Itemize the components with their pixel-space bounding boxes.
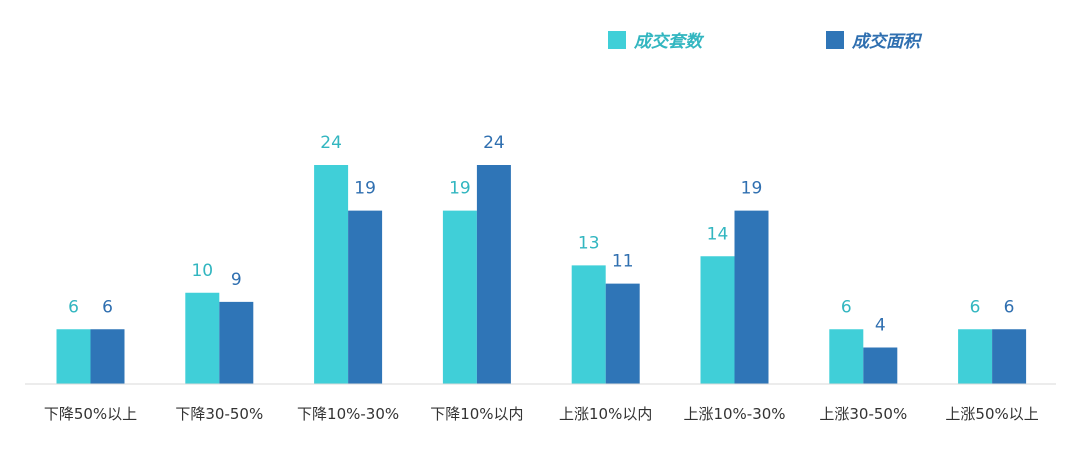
bar-1-5 xyxy=(571,265,606,384)
data-label-2-4: 24 xyxy=(483,133,505,153)
bar-1-4 xyxy=(442,210,477,384)
data-label-2-1: 6 xyxy=(102,297,113,317)
data-label-1-5: 13 xyxy=(578,233,600,253)
data-label-2-2: 9 xyxy=(231,270,242,290)
data-label-1-1: 6 xyxy=(68,297,79,317)
x-tick-label-8: 上涨50%以上 xyxy=(945,405,1038,423)
legend-swatch-1 xyxy=(608,31,626,49)
data-label-1-6: 14 xyxy=(707,224,729,244)
x-tick-label-5: 上涨10%以内 xyxy=(559,405,652,423)
bar-2-8 xyxy=(992,329,1027,384)
data-label-1-8: 6 xyxy=(970,297,981,317)
data-label-2-8: 6 xyxy=(1004,297,1015,317)
legend-swatch-2 xyxy=(826,31,844,49)
legend-label-2: 成交面积 xyxy=(851,32,923,52)
x-axis-tick-labels: 下降50%以上 下降30-50% 下降10%-30% 下降10%以内 上涨10%以内 上涨… xyxy=(44,405,1039,423)
data-label-2-5: 11 xyxy=(612,252,634,272)
data-label-2-7: 4 xyxy=(875,316,886,336)
legend-label-1: 成交套数 xyxy=(633,32,705,52)
bar-1-8 xyxy=(958,329,993,384)
data-label-1-2: 10 xyxy=(191,261,213,281)
bar-2-6 xyxy=(734,210,769,384)
bars xyxy=(56,165,1027,384)
x-tick-label-6: 上涨10%-30% xyxy=(683,405,785,423)
x-tick-label-1: 下降50%以上 xyxy=(44,405,137,423)
x-tick-label-3: 下降10%-30% xyxy=(297,405,399,423)
data-label-1-7: 6 xyxy=(841,297,852,317)
bar-2-1 xyxy=(90,329,125,384)
x-tick-label-7: 上涨30-50% xyxy=(819,405,907,423)
data-label-1-4: 19 xyxy=(449,179,471,199)
bar-2-5 xyxy=(605,283,640,384)
bar-2-4 xyxy=(476,165,511,384)
legend: 成交套数 成交面积 xyxy=(608,31,923,52)
data-label-2-3: 19 xyxy=(354,179,376,199)
x-tick-label-4: 下降10%以内 xyxy=(430,405,523,423)
bar-1-3 xyxy=(314,165,349,384)
bar-1-6 xyxy=(700,256,735,384)
bar-1-7 xyxy=(829,329,864,384)
bar-1-2 xyxy=(185,292,220,384)
bar-2-2 xyxy=(219,301,254,384)
x-tick-label-2: 下降30-50% xyxy=(175,405,263,423)
bar-1-1 xyxy=(56,329,91,384)
data-label-1-3: 24 xyxy=(320,133,342,153)
data-labels: 6 6 10 9 24 19 19 24 13 11 14 19 6 4 6 6 xyxy=(68,133,1014,336)
bar-2-7 xyxy=(863,347,898,384)
bar-2-3 xyxy=(348,210,383,384)
data-label-2-6: 19 xyxy=(741,179,763,199)
